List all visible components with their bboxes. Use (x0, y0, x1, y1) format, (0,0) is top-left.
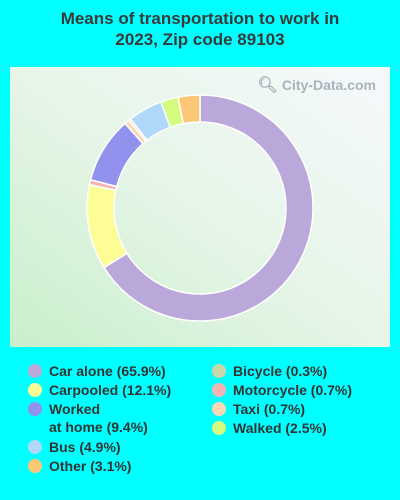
legend-item-walked: Walked (2.5%) (212, 419, 327, 437)
legend-item-taxi: Taxi (0.7%) (212, 400, 305, 418)
legend-item-car-alone: Car alone (65.9%) (28, 362, 166, 380)
chart-title: Means of transportation to work in 2023,… (0, 8, 400, 50)
legend-swatch (212, 402, 226, 416)
donut-slice-carpooled (86, 183, 128, 269)
donut-chart (86, 94, 314, 322)
legend-swatch (28, 364, 42, 378)
legend-swatch (28, 383, 42, 397)
legend: Car alone (65.9%) Carpooled (12.1%) Worked… (0, 362, 400, 492)
legend-label: Walked (2.5%) (233, 420, 327, 436)
legend-label-line: at home (9.4%) (49, 419, 148, 435)
magnifier-icon: 🔍︎ (257, 77, 278, 94)
legend-swatch (28, 440, 42, 454)
legend-item-carpooled: Carpooled (12.1%) (28, 381, 171, 399)
legend-label: Taxi (0.7%) (233, 401, 306, 417)
legend-item-worked-at-home: Worked at home (9.4%) (28, 400, 148, 436)
legend-label: Bicycle (0.3%) (233, 363, 328, 379)
legend-label: Worked at home (9.4%) (49, 400, 148, 436)
donut-slice-car-alone (102, 94, 314, 322)
legend-item-motorcycle: Motorcycle (0.7%) (212, 381, 352, 399)
legend-label-line: Worked (49, 401, 101, 417)
legend-item-bicycle: Bicycle (0.3%) (212, 362, 327, 380)
chart-title-line-2: 2023, Zip code 89103 (115, 30, 285, 49)
legend-item-other: Other (3.1%) (28, 457, 131, 475)
legend-swatch (212, 383, 226, 397)
legend-label: Carpooled (12.1%) (49, 382, 172, 398)
watermark: 🔍︎ City-Data.com (258, 75, 376, 95)
legend-label: Other (3.1%) (49, 458, 132, 474)
legend-label: Car alone (65.9%) (49, 363, 166, 379)
chart-title-line-1: Means of transportation to work in (60, 9, 340, 28)
legend-swatch (28, 402, 42, 416)
legend-label: Bus (4.9%) (49, 439, 121, 455)
chart-panel: 🔍︎ City-Data.com (10, 67, 390, 347)
legend-swatch (212, 364, 226, 378)
legend-label: Motorcycle (0.7%) (233, 382, 353, 398)
watermark-text: City-Data.com (281, 77, 376, 93)
legend-item-bus: Bus (4.9%) (28, 438, 121, 456)
legend-swatch (28, 459, 42, 473)
donut-slice-other (177, 94, 201, 125)
legend-swatch (212, 421, 226, 435)
